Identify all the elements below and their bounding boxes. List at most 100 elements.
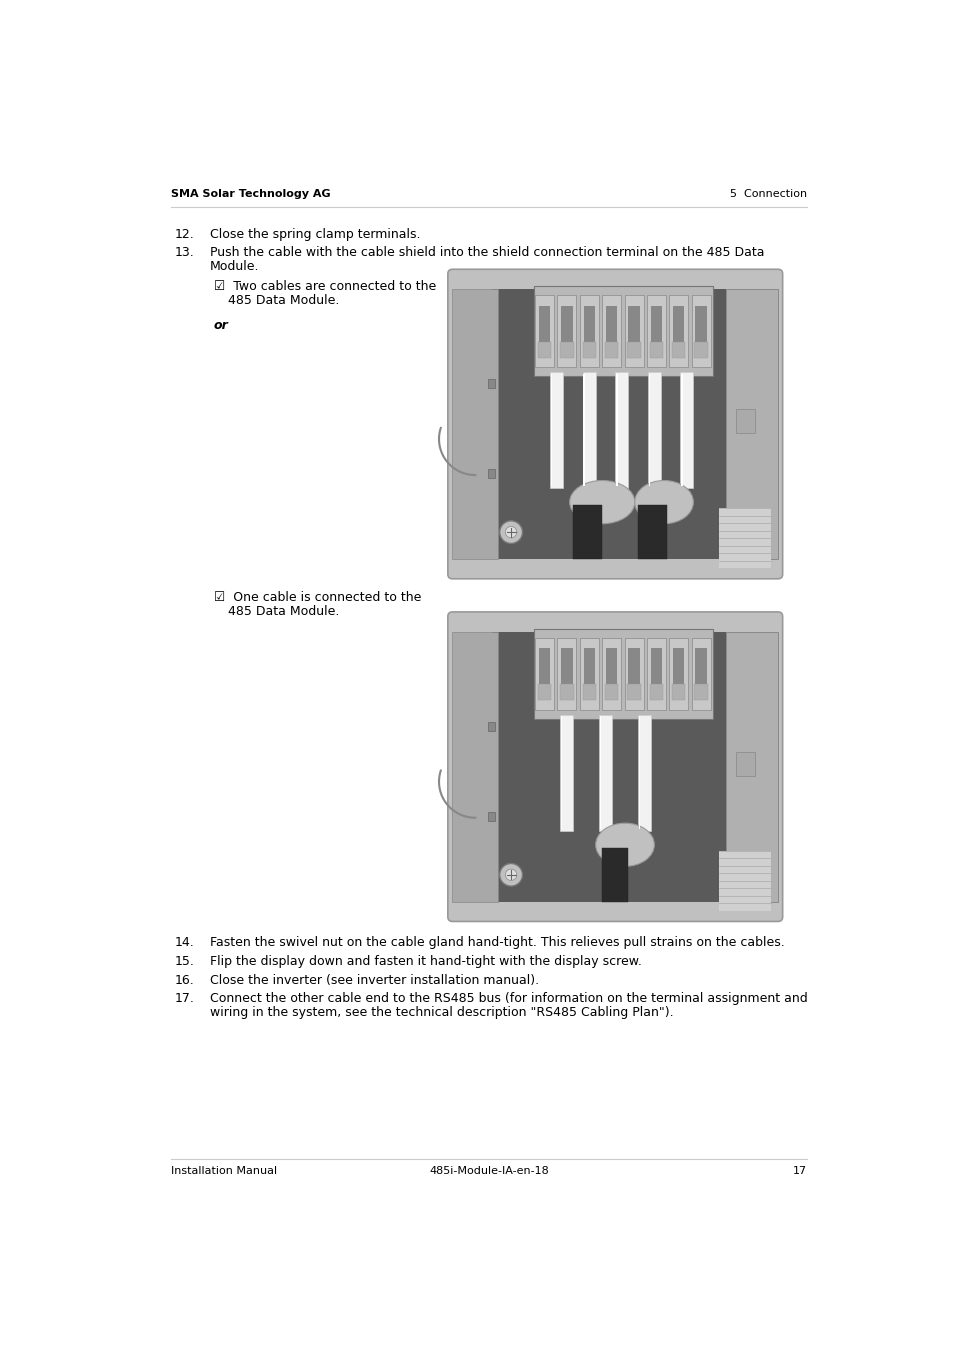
Bar bbox=[491, 289, 725, 560]
Bar bbox=[550, 372, 562, 488]
Circle shape bbox=[499, 521, 522, 544]
Circle shape bbox=[505, 526, 517, 538]
Bar bbox=[582, 342, 596, 358]
Text: ☑  One cable is connected to the: ☑ One cable is connected to the bbox=[213, 591, 420, 604]
Bar bbox=[559, 684, 573, 700]
Bar bbox=[672, 342, 684, 358]
Bar bbox=[673, 306, 683, 342]
Bar bbox=[604, 342, 618, 358]
Bar bbox=[537, 684, 551, 700]
Bar bbox=[491, 631, 725, 902]
Bar bbox=[487, 722, 495, 731]
Bar bbox=[691, 295, 710, 366]
Text: Fasten the swivel nut on the cable gland hand-tight. This relieves pull strains : Fasten the swivel nut on the cable gland… bbox=[210, 936, 784, 949]
Bar bbox=[650, 649, 661, 684]
Text: 485 Data Module.: 485 Data Module. bbox=[228, 295, 338, 307]
Ellipse shape bbox=[569, 480, 634, 523]
Text: 485 Data Module.: 485 Data Module. bbox=[228, 604, 338, 618]
Text: 13.: 13. bbox=[174, 246, 194, 258]
Text: Connect the other cable end to the RS485 bus (for information on the terminal as: Connect the other cable end to the RS485… bbox=[210, 992, 807, 1006]
Text: Flip the display down and fasten it hand-tight with the display screw.: Flip the display down and fasten it hand… bbox=[210, 955, 641, 968]
Text: 15.: 15. bbox=[174, 955, 194, 968]
Bar bbox=[648, 373, 649, 487]
Bar bbox=[669, 295, 687, 366]
Bar bbox=[601, 638, 620, 710]
Bar bbox=[598, 715, 612, 830]
Text: Push the cable with the cable shield into the shield connection terminal on the : Push the cable with the cable shield int… bbox=[210, 246, 763, 258]
Bar bbox=[452, 289, 497, 560]
Bar bbox=[534, 629, 712, 719]
Text: 5  Connection: 5 Connection bbox=[729, 189, 806, 199]
Bar bbox=[647, 372, 660, 488]
Text: 12.: 12. bbox=[174, 227, 194, 241]
Bar bbox=[487, 811, 495, 821]
Text: Module.: Module. bbox=[210, 260, 259, 273]
Bar bbox=[560, 717, 561, 829]
Bar bbox=[583, 306, 595, 342]
Bar bbox=[719, 508, 771, 568]
Bar bbox=[725, 289, 778, 560]
Bar bbox=[649, 684, 662, 700]
Text: Installation Manual: Installation Manual bbox=[171, 1167, 277, 1176]
Bar bbox=[735, 752, 755, 776]
Bar bbox=[550, 373, 552, 487]
FancyBboxPatch shape bbox=[447, 612, 781, 922]
Text: SMA Solar Technology AG: SMA Solar Technology AG bbox=[171, 189, 331, 199]
Bar bbox=[646, 295, 665, 366]
Text: 16.: 16. bbox=[174, 973, 194, 987]
Bar bbox=[534, 285, 712, 376]
Bar bbox=[579, 295, 598, 366]
Text: 14.: 14. bbox=[174, 936, 194, 949]
Bar bbox=[615, 372, 628, 488]
Bar bbox=[559, 342, 573, 358]
Bar bbox=[605, 649, 617, 684]
Circle shape bbox=[505, 869, 517, 880]
Bar bbox=[601, 295, 620, 366]
Bar bbox=[601, 848, 628, 902]
Text: Close the spring clamp terminals.: Close the spring clamp terminals. bbox=[210, 227, 420, 241]
Bar bbox=[694, 684, 707, 700]
Bar bbox=[638, 506, 667, 560]
Text: 485i-Module-IA-en-18: 485i-Module-IA-en-18 bbox=[429, 1167, 548, 1176]
Bar bbox=[628, 306, 639, 342]
Bar bbox=[638, 715, 650, 830]
Bar bbox=[535, 295, 554, 366]
Bar bbox=[691, 638, 710, 710]
Bar bbox=[694, 342, 707, 358]
Bar bbox=[560, 649, 572, 684]
Bar bbox=[649, 342, 662, 358]
Bar bbox=[538, 306, 550, 342]
FancyBboxPatch shape bbox=[447, 269, 781, 579]
Bar bbox=[535, 638, 554, 710]
Bar bbox=[599, 717, 600, 829]
Bar bbox=[560, 306, 572, 342]
Bar bbox=[487, 379, 495, 388]
Bar bbox=[582, 684, 596, 700]
Bar bbox=[616, 373, 617, 487]
Text: ☑  Two cables are connected to the: ☑ Two cables are connected to the bbox=[213, 280, 436, 293]
Bar bbox=[695, 649, 706, 684]
Bar bbox=[627, 684, 640, 700]
Bar bbox=[604, 684, 618, 700]
Bar bbox=[559, 715, 573, 830]
Bar bbox=[725, 631, 778, 902]
Bar bbox=[673, 649, 683, 684]
Bar bbox=[669, 638, 687, 710]
Bar bbox=[537, 342, 551, 358]
Ellipse shape bbox=[634, 480, 693, 523]
Ellipse shape bbox=[595, 823, 654, 867]
Text: 17: 17 bbox=[792, 1167, 806, 1176]
Bar bbox=[719, 850, 771, 911]
Bar bbox=[624, 638, 643, 710]
Bar bbox=[627, 342, 640, 358]
Bar bbox=[628, 649, 639, 684]
Bar bbox=[695, 306, 706, 342]
Bar bbox=[624, 295, 643, 366]
Bar bbox=[672, 684, 684, 700]
Bar bbox=[650, 306, 661, 342]
Text: 17.: 17. bbox=[174, 992, 194, 1006]
Bar bbox=[583, 373, 584, 487]
Bar bbox=[646, 638, 665, 710]
Bar bbox=[680, 373, 682, 487]
Bar bbox=[557, 638, 576, 710]
